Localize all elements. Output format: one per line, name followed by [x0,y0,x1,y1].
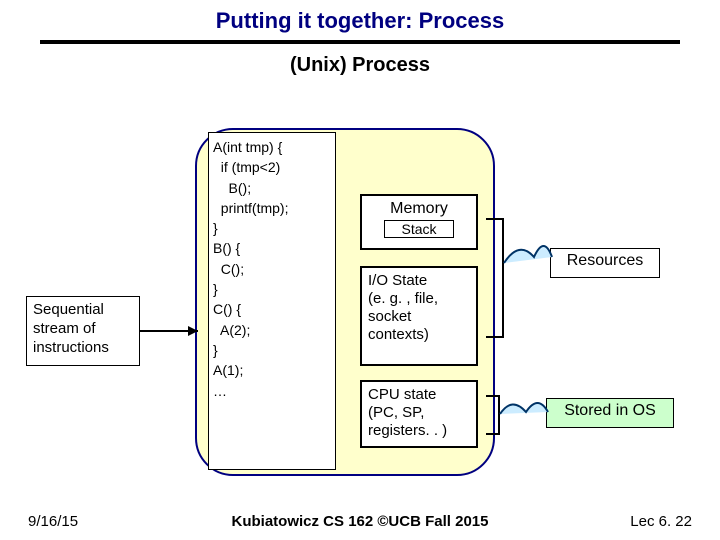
subtitle: (Unix) Process [0,54,720,77]
resources-box: Resources [550,248,660,278]
bracket-resources [486,218,504,338]
code-line: printf(tmp); [213,198,331,218]
code-line: if (tmp<2) [213,157,331,177]
code-line: } [213,279,331,299]
io-box: I/O State(e. g. , file, socket contexts) [360,266,478,366]
sequential-box: Sequential stream of instructions [26,296,140,366]
stack-box: Stack [384,220,454,238]
stored-box: Stored in OS [546,398,674,428]
code-line: … [213,381,331,401]
code-box: A(int tmp) { if (tmp<2) B(); printf(tmp)… [208,132,336,470]
code-line: C() { [213,299,331,319]
bracket-cpu [486,395,500,435]
memory-box: Memory Stack [360,194,478,250]
code-line: A(int tmp) { [213,137,331,157]
code-line: } [213,218,331,238]
code-line: A(1); [213,360,331,380]
footer-mid: Kubiatowicz CS 162 ©UCB Fall 2015 [0,513,720,530]
code-line: B(); [213,178,331,198]
title-rule [40,40,680,44]
page-title: Putting it together: Process [0,0,720,40]
memory-label: Memory [362,200,476,218]
code-line: A(2); [213,320,331,340]
footer-right: Lec 6. 22 [630,513,692,530]
code-line: C(); [213,259,331,279]
code-line: B() { [213,238,331,258]
cpu-box: CPU state (PC, SP, registers. . ) [360,380,478,448]
code-line: } [213,340,331,360]
